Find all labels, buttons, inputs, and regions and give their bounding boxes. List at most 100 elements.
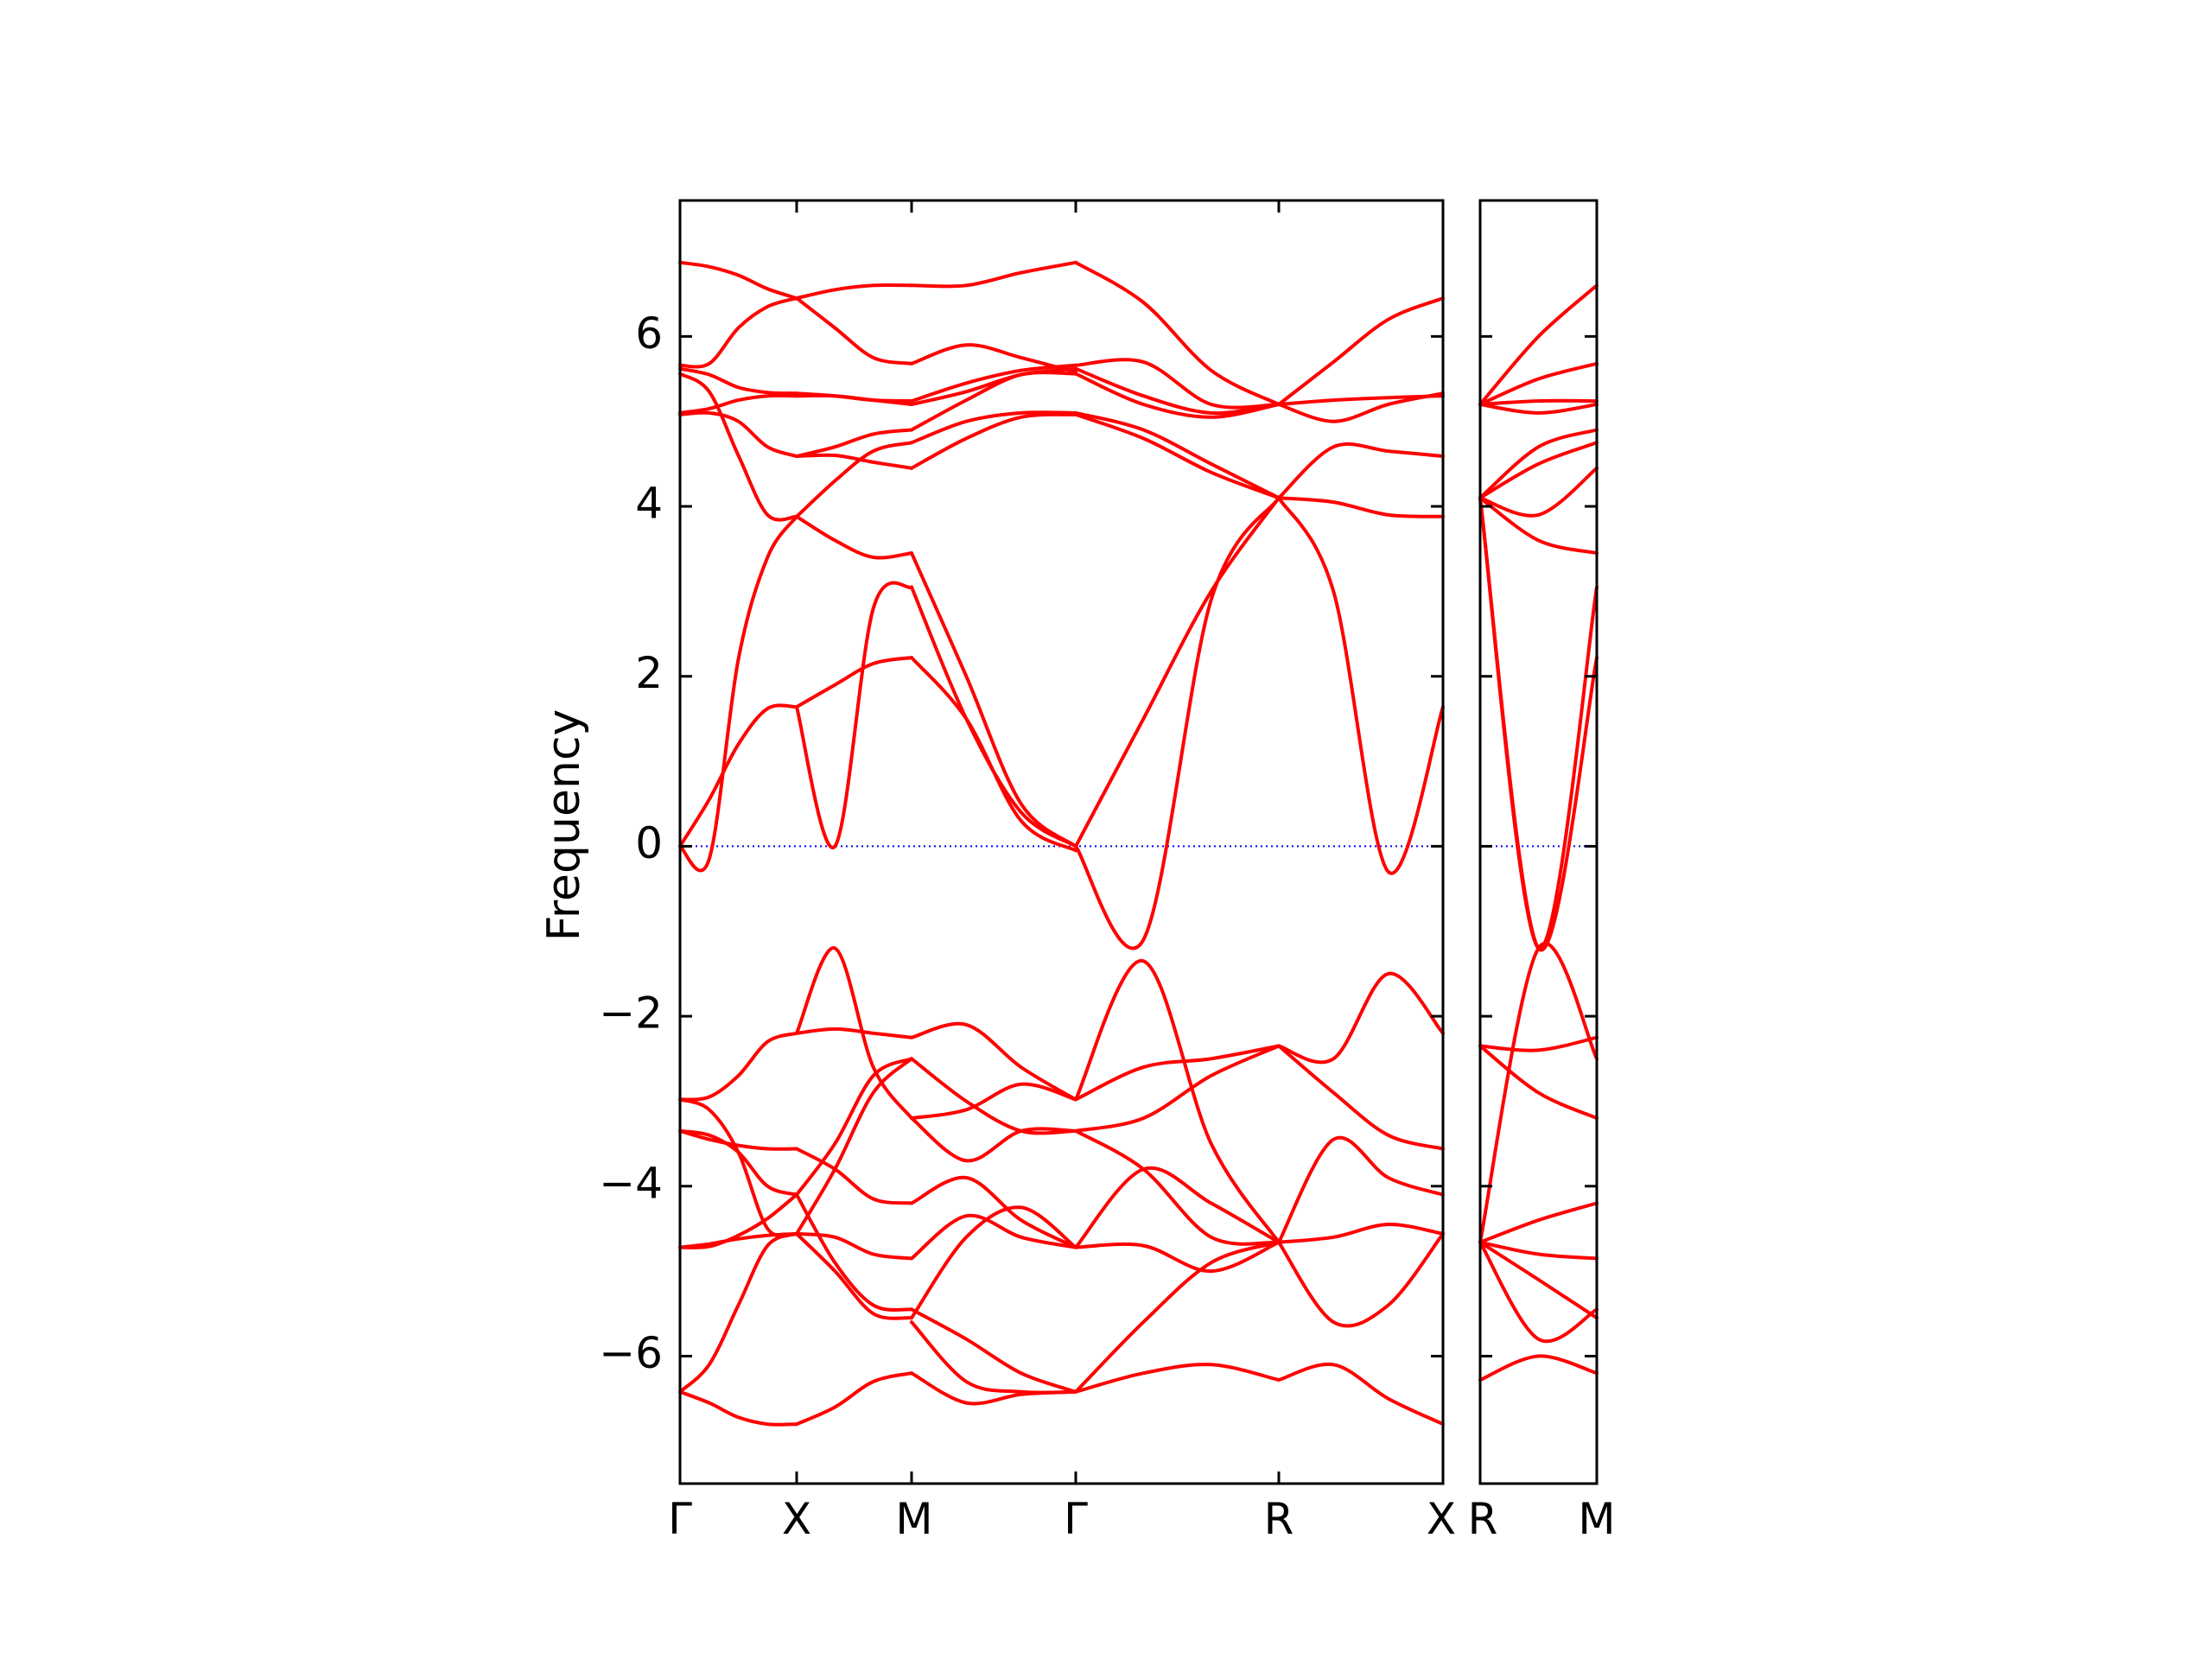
band-line-Γ-R-7: [1074, 496, 1281, 950]
band-line-R-X-10: [1277, 1231, 1445, 1328]
band-line-X-M-3: [795, 393, 913, 406]
band-line-R-M-8: [1478, 496, 1599, 950]
band-line-M-Γ-13: [910, 1116, 1077, 1163]
band-line-Γ-R-8: [1074, 959, 1281, 1244]
band-line-X-M-12: [795, 1057, 913, 1236]
band-line-X-M-7: [795, 441, 913, 518]
y-tick-label: −6: [599, 1328, 663, 1378]
band-line-M-Γ-6: [910, 412, 1077, 470]
band-line-Γ-R-13: [1074, 1240, 1281, 1274]
band-line-M-Γ-3: [910, 366, 1077, 406]
band-line-Γ-X-10: [678, 1128, 798, 1197]
bands-group: [1478, 283, 1599, 1382]
band-line-R-M-5: [1478, 441, 1599, 500]
band-line-X-M-17: [795, 1192, 913, 1313]
band-line-R-X-0: [1277, 296, 1445, 406]
band-line-Γ-X-15: [678, 1389, 798, 1427]
band-line-M-Γ-7: [910, 551, 1077, 849]
band-line-R-M-9: [1478, 496, 1599, 952]
band-line-M-Γ-5: [910, 410, 1077, 445]
band-line-R-X-9: [1277, 1222, 1445, 1244]
band-line-Γ-R-11: [1074, 1128, 1281, 1246]
band-line-R-M-11: [1478, 1044, 1599, 1121]
band-line-Γ-R-10: [1074, 1044, 1281, 1133]
band-line-M-Γ-15: [910, 1213, 1077, 1261]
band-line-R-X-7: [1277, 1044, 1445, 1151]
band-line-M-Γ-0: [910, 260, 1077, 289]
band-line-M-Γ-14: [910, 1175, 1077, 1249]
band-line-Γ-R-15: [1074, 1363, 1281, 1394]
band-line-R-M-3: [1478, 403, 1599, 415]
band-line-Γ-R-12: [1074, 1166, 1281, 1249]
band-line-X-M-5: [795, 514, 913, 560]
band-line-R-M-0: [1478, 283, 1599, 406]
band-line-M-Γ-19: [910, 1371, 1077, 1406]
band-line-M-Γ-16: [910, 1205, 1077, 1320]
panel-frame: [678, 199, 1445, 1485]
y-tick-label: 2: [635, 648, 663, 698]
y-tick-label: 4: [635, 479, 663, 529]
band-line-X-M-13: [795, 1147, 913, 1205]
band-line-R-M-10: [1478, 1035, 1599, 1052]
band-line-R-X-5: [1277, 496, 1445, 875]
band-line-R-M-7: [1478, 496, 1599, 556]
band-line-M-Γ-8: [910, 585, 1077, 849]
x-tick-label: R: [1264, 1494, 1294, 1544]
band-line-X-M-14: [795, 1231, 913, 1261]
x-tick-label: X: [1427, 1494, 1456, 1544]
band-line-M-Γ-2: [910, 363, 1077, 404]
band-line-Γ-R-0: [1074, 260, 1281, 406]
band-line-Γ-X-5: [678, 410, 798, 458]
band-line-Γ-X-13: [678, 1192, 798, 1249]
band-line-M-Γ-9: [910, 656, 1077, 853]
band-line-R-X-3: [1277, 442, 1445, 500]
band-line-Γ-X-9: [678, 1097, 798, 1238]
band-line-Γ-R-9: [1074, 1044, 1281, 1102]
band-line-R-M-15: [1478, 1240, 1599, 1320]
band-line-Γ-R-14: [1074, 1240, 1281, 1394]
band-line-X-M-15: [795, 1057, 913, 1197]
band-line-Γ-X-2: [678, 366, 798, 396]
band-line-Γ-R-2: [1074, 366, 1281, 416]
band-line-M-Γ-10: [910, 1021, 1077, 1102]
band-line-R-X-8: [1277, 1135, 1445, 1244]
band-line-Γ-X-1: [678, 296, 798, 369]
band-line-R-M-12: [1478, 941, 1599, 1244]
x-tick-label: X: [782, 1494, 811, 1544]
band-line-Γ-X-14: [678, 1231, 798, 1394]
band-line-X-M-8: [795, 656, 913, 709]
panel-frame: [1478, 199, 1599, 1485]
band-line-Γ-X-0: [678, 260, 798, 301]
band-line-Γ-R-3: [1074, 372, 1281, 419]
band-line-R-X-11: [1277, 1362, 1445, 1427]
band-line-R-M-1: [1478, 361, 1599, 406]
y-tick-label: −4: [599, 1158, 663, 1208]
band-line-R-M-6: [1478, 466, 1599, 518]
band-line-Γ-X-7: [678, 703, 798, 849]
panel-main: −6 −4 −2 0 2 4 6 Γ X M Γ R X: [599, 199, 1456, 1544]
band-line-X-M-1: [795, 296, 913, 365]
x-tick-label: Γ: [1064, 1494, 1088, 1544]
band-line-Γ-X-12: [678, 1231, 798, 1249]
band-line-M-Γ-12: [910, 1057, 1077, 1135]
band-line-Γ-X-11: [678, 1128, 798, 1151]
band-line-R-X-6: [1277, 971, 1445, 1065]
band-line-Γ-X-8: [678, 1031, 798, 1102]
band-line-M-Γ-17: [910, 1307, 1077, 1394]
band-line-Γ-X-6: [678, 514, 798, 873]
band-line-X-M-6: [795, 453, 913, 470]
band-line-X-M-4: [795, 428, 913, 458]
band-line-R-X-4: [1277, 496, 1445, 518]
x-tick-label: M: [1578, 1494, 1615, 1544]
band-line-Γ-X-4: [678, 393, 798, 415]
band-line-X-M-0: [795, 283, 913, 301]
band-line-R-X-2: [1277, 394, 1445, 406]
bands-group: [678, 260, 1445, 1427]
band-line-R-M-16: [1478, 1240, 1599, 1344]
band-line-Γ-R-6: [1074, 496, 1281, 849]
band-line-M-Γ-4: [910, 371, 1077, 432]
band-line-Γ-R-1: [1074, 358, 1281, 410]
y-axis-label: Frequency: [538, 709, 590, 942]
band-line-X-M-11: [795, 946, 913, 1121]
